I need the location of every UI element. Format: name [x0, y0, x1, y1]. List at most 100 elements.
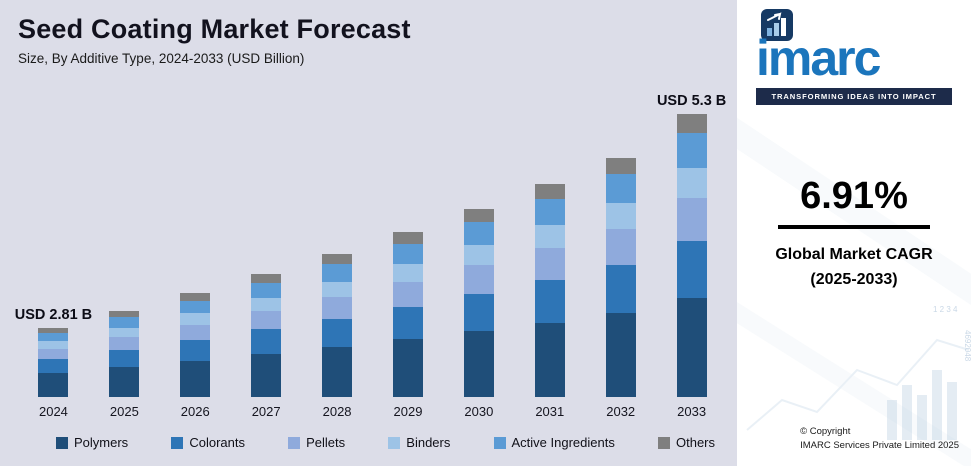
legend-label: Polymers	[74, 435, 129, 450]
chart-title: Seed Coating Market Forecast	[18, 14, 411, 44]
stacked-bar	[38, 327, 69, 397]
bar-segment-pellets	[605, 229, 636, 266]
bar-segment-active-ingredients	[463, 222, 494, 245]
cagr-value: 6.91%	[800, 175, 908, 217]
legend-label: Pellets	[306, 435, 346, 450]
bar-segment-polymers	[251, 354, 282, 397]
bar-segment-others	[38, 327, 69, 333]
bar-segment-polymers	[463, 331, 494, 397]
bar-segment-colorants	[180, 340, 211, 361]
bar-segment-active-ingredients	[322, 264, 353, 282]
bar-segment-others	[109, 311, 140, 318]
bar-segment-polymers	[605, 313, 636, 397]
legend-label: Active Ingredients	[511, 435, 615, 450]
bar-segment-pellets	[392, 281, 423, 307]
stacked-bar	[109, 311, 140, 397]
bar-segment-others	[180, 293, 211, 301]
imarc-logo: imarc TRANSFORMING IDEAS INTO IMPACT	[756, 8, 952, 105]
svg-text:4692048: 4692048	[963, 330, 971, 362]
bar-segment-binders	[38, 340, 69, 349]
bar-segment-pellets	[251, 311, 282, 330]
bar-column-2032	[585, 157, 656, 397]
x-axis-labels: 2024 2025 2026 2027 2028 2029 2030 2031 2032 2033	[18, 404, 737, 419]
bar-segment-polymers	[534, 322, 565, 397]
stacked-bar	[251, 274, 282, 397]
bar-segment-colorants	[109, 349, 140, 368]
bar-segment-others	[605, 157, 636, 175]
legend-swatch	[493, 436, 506, 449]
bar-segment-active-ingredients	[676, 133, 707, 168]
bar-column-2025	[89, 311, 160, 397]
sidebar: 1 2 3 4 4692048 imarc TRANSFORMING IDEAS…	[737, 0, 971, 466]
bar-segment-pellets	[463, 265, 494, 294]
bar-segment-colorants	[392, 306, 423, 340]
bar-segment-binders	[605, 202, 636, 230]
bar-column-2030	[443, 209, 514, 397]
legend-swatch	[288, 436, 301, 449]
bar-segment-active-ingredients	[534, 199, 565, 225]
cagr-block: 6.91% Global Market CAGR (2025-2033)	[775, 175, 932, 293]
stacked-bar	[676, 114, 707, 397]
x-axis-label: 2028	[322, 404, 352, 419]
bar-segment-binders	[251, 297, 282, 312]
bar-segment-pellets	[676, 198, 707, 242]
imarc-logo-text: imarc	[756, 30, 881, 86]
bar-segment-others	[392, 232, 423, 245]
bar-segment-pellets	[109, 337, 140, 350]
x-axis-label: 2025	[109, 404, 139, 419]
x-axis-label: 2031	[535, 404, 565, 419]
legend-item-others: Others	[657, 435, 715, 450]
bar-column-2026	[160, 293, 231, 397]
bar-segment-binders	[676, 167, 707, 199]
bar-segment-others	[251, 274, 282, 284]
bar-segment-colorants	[534, 279, 565, 323]
bar-segment-active-ingredients	[392, 244, 423, 264]
bar-segment-pellets	[322, 297, 353, 319]
stacked-bar	[463, 209, 494, 397]
bar-segment-colorants	[322, 318, 353, 348]
bar-segment-binders	[322, 281, 353, 298]
cagr-label-line2: (2025-2033)	[810, 270, 898, 288]
bar-segment-active-ingredients	[38, 332, 69, 341]
bar-segment-pellets	[180, 324, 211, 341]
bar-column-2024: USD 2.81 B	[15, 307, 92, 397]
stacked-bar	[605, 157, 636, 397]
bar-column-2028	[302, 253, 373, 397]
bar-segment-others	[534, 184, 565, 200]
bar-segment-pellets	[534, 248, 565, 280]
bar-segment-others	[322, 253, 353, 265]
bar-segment-others	[676, 114, 707, 134]
bar-segment-polymers	[38, 372, 69, 397]
bar-segment-active-ingredients	[251, 283, 282, 298]
bar-column-2033: USD 5.3 B	[656, 93, 727, 397]
legend-label: Binders	[406, 435, 451, 450]
bar-segment-colorants	[676, 241, 707, 298]
legend-swatch	[388, 436, 401, 449]
legend-swatch	[657, 436, 670, 449]
x-axis-label: 2029	[393, 404, 423, 419]
bar-segment-colorants	[38, 358, 69, 373]
bar-column-2031	[514, 184, 585, 397]
bar-segment-binders	[392, 263, 423, 282]
bar-segment-polymers	[676, 297, 707, 397]
copyright-line1: © Copyright	[800, 425, 851, 437]
legend-item-colorants: Colorants	[171, 435, 245, 450]
bar-segment-active-ingredients	[109, 317, 140, 328]
bar-column-2027	[231, 274, 302, 397]
chart-panel: Seed Coating Market Forecast Size, By Ad…	[0, 0, 737, 466]
stacked-bar	[534, 184, 565, 397]
legend-swatch	[56, 436, 68, 449]
legend-label: Others	[675, 435, 715, 450]
imarc-tagline: TRANSFORMING IDEAS INTO IMPACT	[756, 88, 952, 105]
bar-segment-colorants	[463, 293, 494, 332]
bar-segment-others	[463, 209, 494, 223]
cagr-label-line1: Global Market CAGR	[775, 246, 933, 263]
legend-item-pellets: Pellets	[288, 435, 345, 450]
copyright: © Copyright IMARC Services Private Limit…	[800, 425, 961, 458]
bar-segment-active-ingredients	[605, 174, 636, 203]
legend-label: Colorants	[189, 435, 245, 450]
bar-segment-colorants	[251, 329, 282, 355]
bar-segment-binders	[180, 313, 211, 325]
x-axis-label: 2027	[251, 404, 281, 419]
